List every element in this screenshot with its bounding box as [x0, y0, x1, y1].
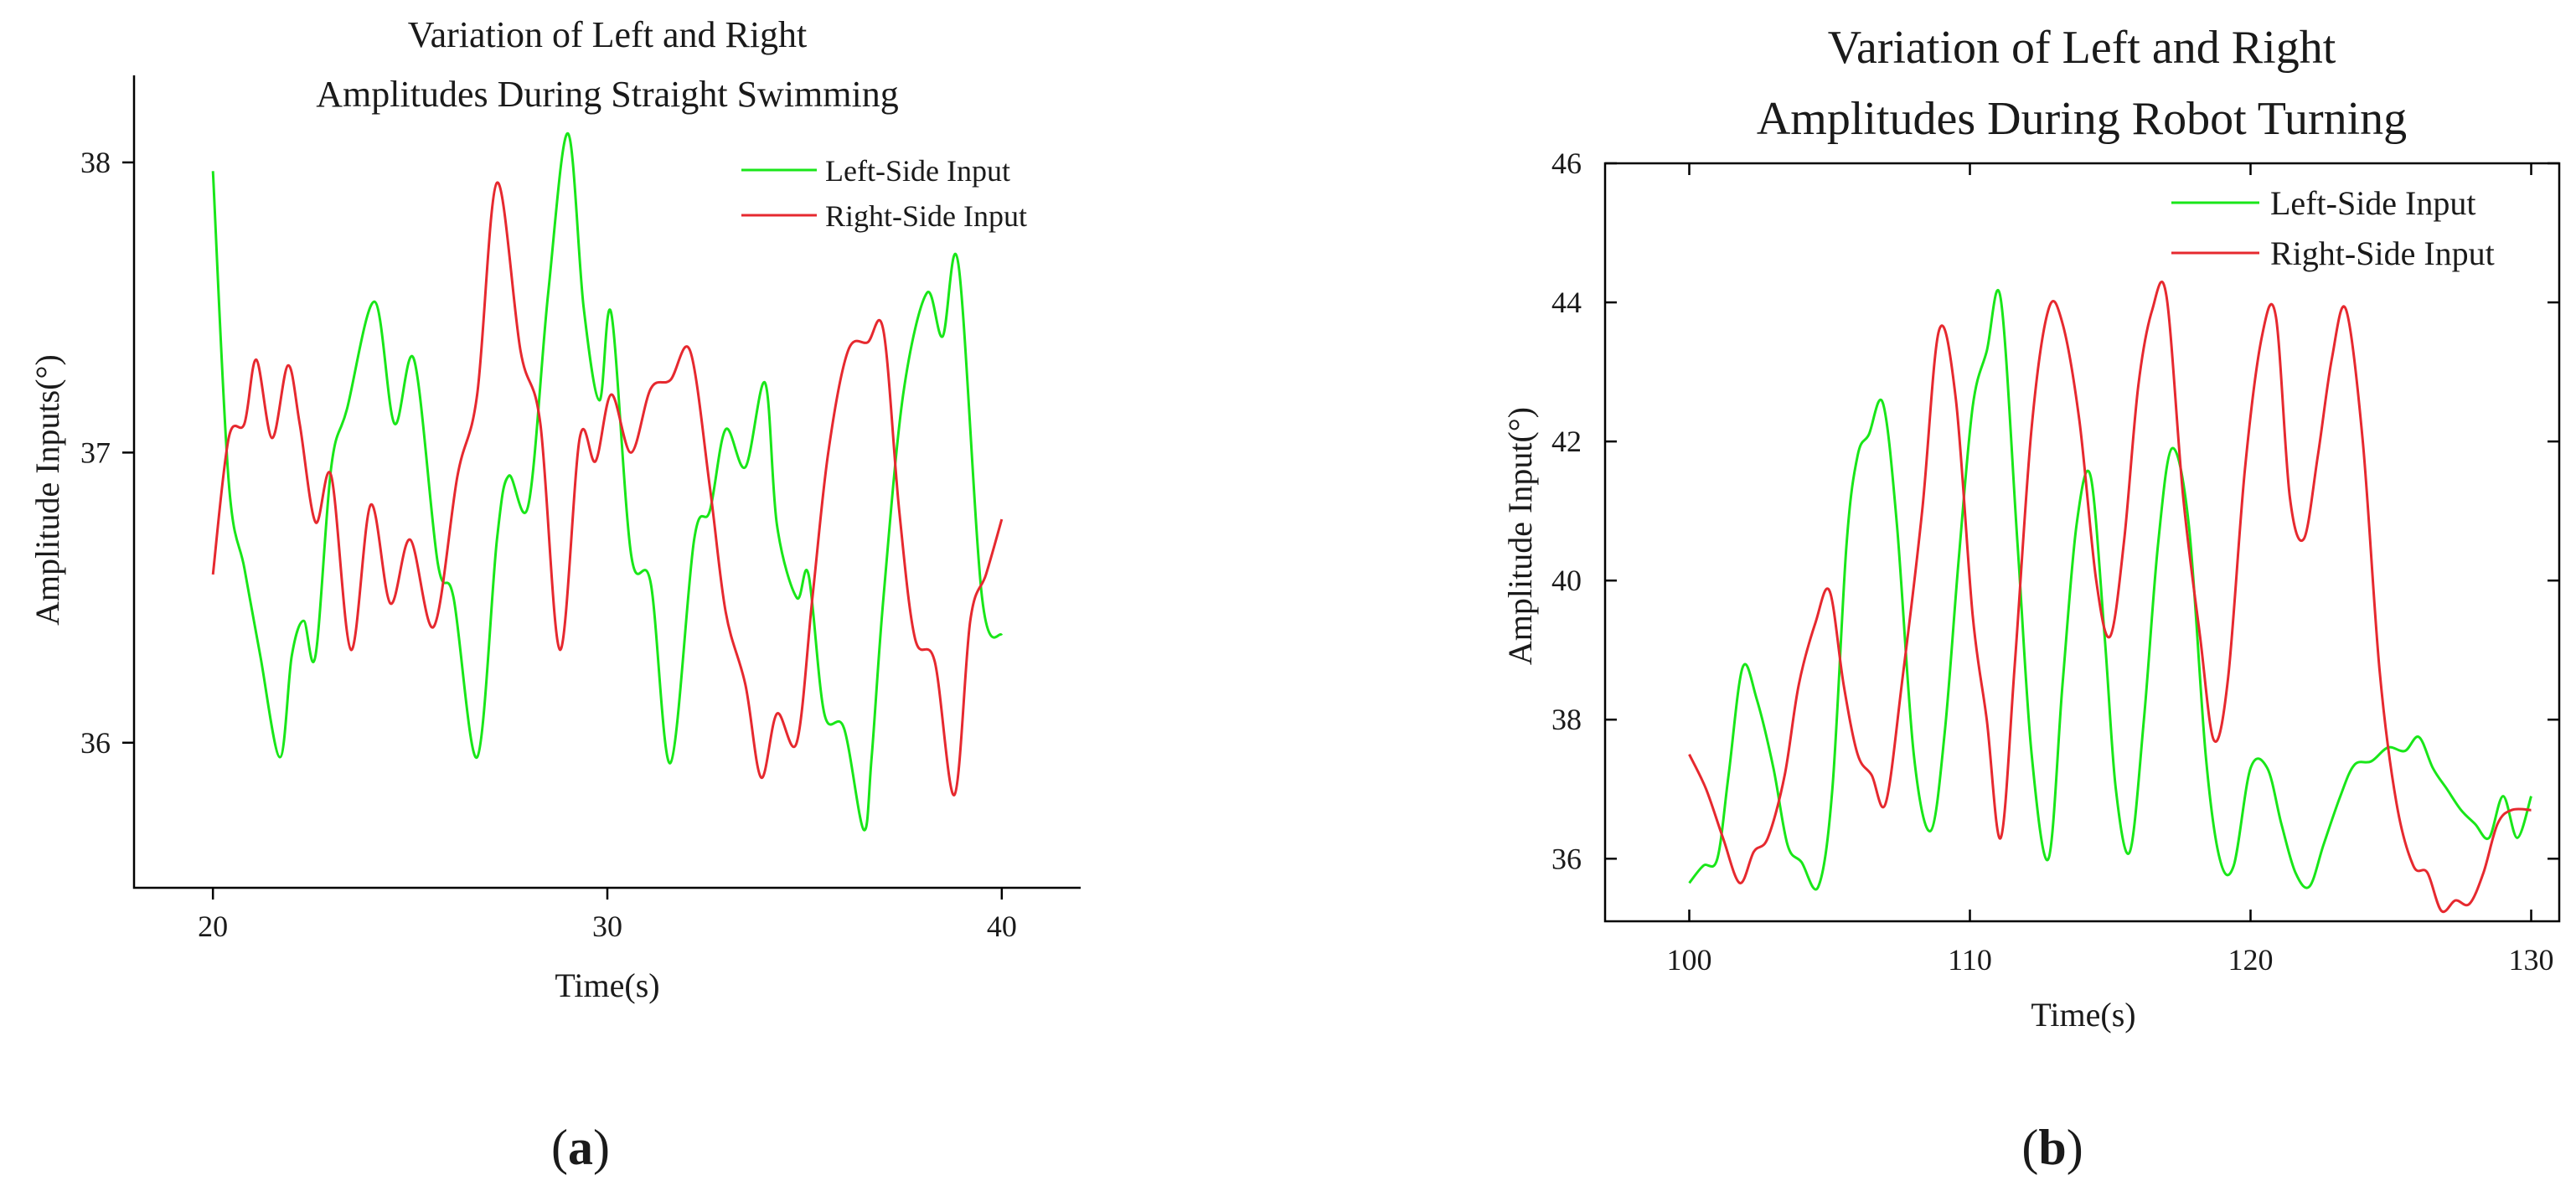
- chart-b-legend-label-left: Left-Side Input: [2270, 184, 2476, 222]
- chart-b-y-tick-label: 36: [1551, 842, 1582, 875]
- chart-a-x-tick-label: 30: [592, 910, 622, 943]
- chart-b-title-line-1: Variation of Left and Right: [1828, 22, 2336, 74]
- chart-b-x-tick-label: 130: [2509, 943, 2554, 977]
- chart-b-y-tick-label: 40: [1551, 564, 1582, 597]
- chart-a-y-tick-label: 36: [80, 726, 111, 760]
- chart-a-x-axis-label: Time(s): [555, 967, 659, 1004]
- panel-label-a: (a): [551, 1120, 610, 1175]
- chart-b-y-tick-label: 38: [1551, 703, 1582, 736]
- chart-b-series-lines: [1688, 280, 2532, 914]
- panel-label-b: (b): [2021, 1120, 2083, 1175]
- chart-a-y-axis-label: Amplitude Inputs(°): [28, 354, 66, 626]
- chart-b-y-tick-label: 42: [1551, 425, 1582, 458]
- chart-a-x-tick-label: 20: [198, 910, 228, 943]
- chart-b-title-line-2: Amplitudes During Robot Turning: [1757, 93, 2407, 145]
- chart-b-x-tick-label: 110: [1948, 943, 1992, 977]
- chart-b-x-tick-label: 100: [1667, 943, 1712, 977]
- chart-a-title-line-2: Amplitudes During Straight Swimming: [316, 74, 898, 115]
- chart-a-series-lines: [211, 131, 1004, 832]
- chart-a-y-tick-label: 37: [80, 436, 111, 469]
- chart-straight-swimming: Variation of Left and Right Amplitudes D…: [28, 14, 1081, 1175]
- chart-a-axes: [132, 75, 1081, 889]
- chart-a-series-right-line: [211, 181, 1004, 796]
- chart-b-ticks: [1605, 162, 2559, 921]
- chart-b-y-tick-label: 46: [1551, 147, 1582, 180]
- chart-b-y-tick-label: 44: [1551, 286, 1582, 319]
- chart-b-y-axis-label: Amplitude Input(°): [1501, 407, 1539, 665]
- chart-a-legend: Left-Side Input Right-Side Input: [741, 154, 1027, 233]
- chart-a-legend-label-left: Left-Side Input: [825, 154, 1010, 188]
- chart-b-axes: [1603, 162, 2561, 923]
- chart-a-title-line-1: Variation of Left and Right: [408, 14, 808, 55]
- chart-a-y-tick-label: 38: [80, 146, 111, 179]
- chart-a-x-tick-label: 40: [987, 910, 1017, 943]
- chart-a-series-left-line: [211, 131, 1004, 832]
- chart-b-series-right-line: [1688, 280, 2532, 914]
- chart-b-series-left-line: [1688, 289, 2532, 891]
- chart-b-x-tick-label: 120: [2228, 943, 2274, 977]
- chart-b-legend-label-right: Right-Side Input: [2270, 235, 2495, 272]
- chart-a-ticks: [122, 161, 1004, 900]
- chart-b-legend: Left-Side Input Right-Side Input: [2171, 184, 2495, 272]
- chart-b-x-axis-label: Time(s): [2031, 996, 2135, 1034]
- chart-a-tick-labels: 20 30 40 36 37 38: [80, 146, 1017, 943]
- chart-robot-turning: Variation of Left and Right Amplitudes D…: [1501, 22, 2561, 1175]
- chart-b-tick-labels: 100 110 120 130 36 38 40 42 44 46: [1551, 147, 2554, 977]
- chart-a-legend-label-right: Right-Side Input: [825, 199, 1027, 233]
